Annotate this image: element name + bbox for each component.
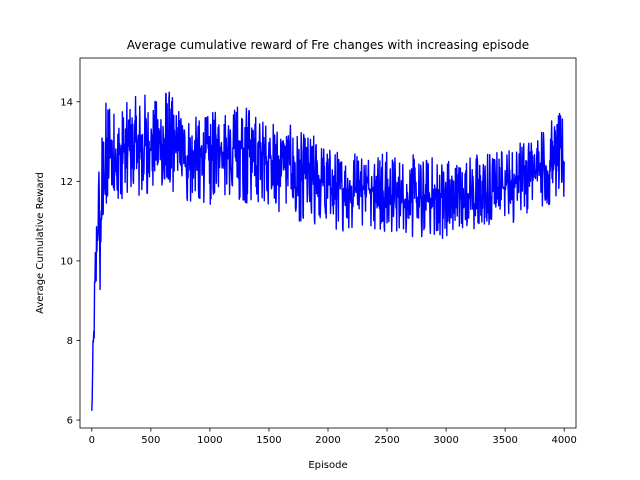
x-tick-label: 3000	[433, 435, 458, 446]
x-tick-label: 0	[89, 435, 95, 446]
plot-area	[91, 91, 565, 411]
reward-series-line	[91, 91, 565, 411]
y-axis: 6 8 10 12 14	[60, 97, 80, 427]
x-axis: 0 500 1000 1500 2000 2500 3000 3500 4000	[89, 428, 577, 446]
y-tick-label: 10	[60, 256, 73, 267]
y-axis-label: Average Cumulative Reward	[35, 172, 46, 314]
chart-title: Average cumulative reward of Fre changes…	[127, 38, 529, 52]
series-layer	[91, 91, 565, 411]
x-tick-label: 2500	[374, 435, 399, 446]
y-tick-label: 8	[67, 336, 73, 347]
y-tick-label: 14	[60, 97, 73, 108]
x-tick-label: 1000	[197, 435, 222, 446]
x-axis-label: Episode	[308, 460, 347, 471]
x-tick-label: 1500	[256, 435, 281, 446]
x-tick-label: 500	[141, 435, 160, 446]
x-tick-label: 2000	[315, 435, 340, 446]
y-tick-label: 12	[60, 177, 73, 188]
x-tick-label: 3500	[492, 435, 517, 446]
y-tick-label: 6	[67, 416, 73, 427]
x-tick-label: 4000	[551, 435, 576, 446]
